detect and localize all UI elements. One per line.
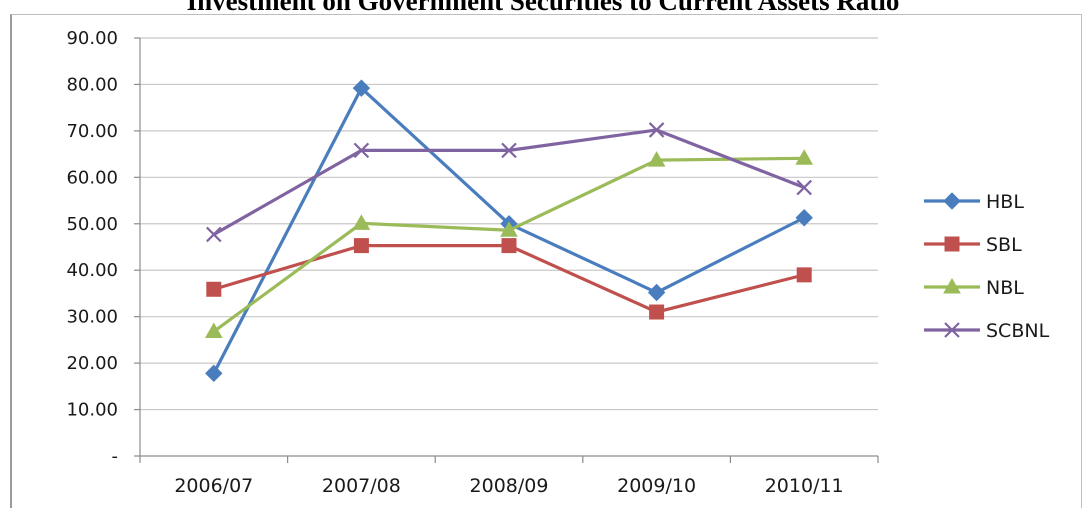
data-point-nbl: [352, 214, 371, 230]
data-point-nbl: [647, 151, 666, 167]
data-point-scbnl: [796, 179, 812, 196]
data-point-hbl: [795, 209, 813, 227]
x-tick-label: 2008/09: [470, 475, 549, 497]
legend-label: SCBNL: [986, 320, 1050, 342]
y-tick-label: 30.00: [66, 307, 118, 328]
legend-marker: [944, 236, 960, 252]
data-point-hbl: [352, 79, 371, 97]
series-nbl: [204, 149, 814, 339]
y-tick-label: 20.00: [66, 353, 118, 374]
legend-entry-scbnl: SCBNL: [924, 320, 1050, 342]
series-line-sbl: [213, 244, 805, 314]
data-point-scbnl: [353, 142, 370, 159]
legend: HBL SBL NBL SCBNL: [924, 191, 1050, 342]
x-tick-label: 2006/07: [174, 475, 253, 497]
data-point-sbl: [206, 281, 222, 297]
legend-label: NBL: [986, 277, 1024, 299]
data-point-nbl: [795, 149, 814, 165]
y-tick-label: 50.00: [66, 214, 118, 235]
y-tick-label: -: [112, 446, 119, 467]
x-tick-label: 2009/10: [617, 475, 696, 497]
y-tick-label: 70.00: [66, 121, 118, 142]
chart-title: Investment on Government Securities to C…: [186, 0, 900, 16]
y-tick-label: 60.00: [66, 167, 118, 188]
data-point-nbl: [500, 221, 518, 237]
legend-marker: [943, 277, 961, 294]
legend-label: HBL: [986, 191, 1024, 213]
y-tick-label: 90.00: [66, 28, 118, 49]
legend-marker: [943, 192, 961, 210]
series-lines: [204, 79, 814, 383]
series-scbnl: [206, 122, 812, 243]
data-point-nbl: [204, 322, 223, 339]
grid-lines: [140, 37, 878, 411]
series-sbl: [206, 238, 812, 320]
y-tick-label: 40.00: [66, 260, 118, 281]
legend-label: SBL: [986, 234, 1022, 256]
data-point-hbl: [205, 364, 223, 383]
chart-frame: [10, 14, 1082, 508]
x-tick-label: 2007/08: [322, 475, 401, 497]
legend-entry-nbl: NBL: [924, 277, 1024, 299]
y-tick-label: 80.00: [66, 74, 118, 95]
x-tick-label: 2010/11: [765, 475, 844, 497]
data-point-scbnl: [501, 142, 517, 159]
legend-entry-sbl: SBL: [924, 234, 1022, 256]
data-point-sbl: [649, 304, 665, 320]
data-point-sbl: [796, 267, 812, 283]
y-tick-labels: - 10.00 20.00 30.00 40.00 50.00 60.00 70.00 80.0…: [66, 28, 118, 467]
data-point-scbnl: [648, 122, 665, 138]
data-point-sbl: [501, 238, 517, 254]
legend-marker: [944, 322, 960, 338]
y-tick-label: 10.00: [66, 400, 118, 421]
data-point-scbnl: [206, 226, 222, 243]
data-point-hbl: [647, 283, 666, 302]
legend-entry-hbl: HBL: [924, 191, 1024, 213]
data-point-sbl: [353, 238, 369, 254]
x-tick-labels: 2006/07 2007/08 2008/09 2009/10 2010/11: [174, 475, 843, 497]
axes: [134, 37, 879, 463]
